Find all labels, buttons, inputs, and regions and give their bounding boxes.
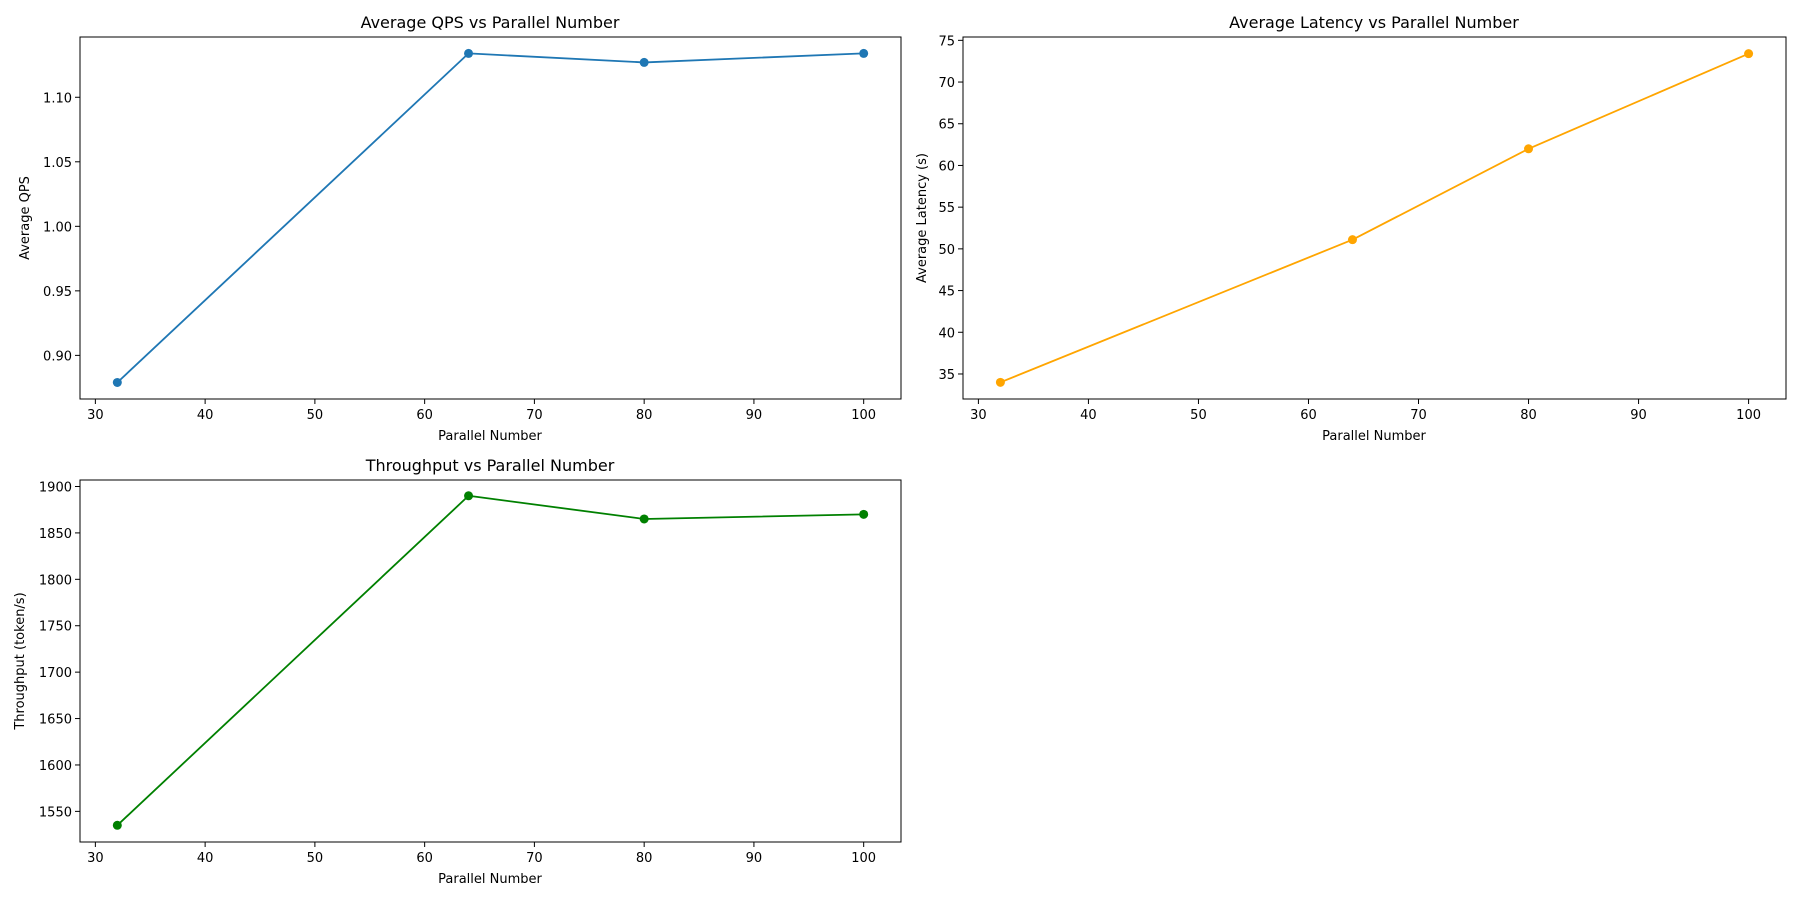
y-tick-label: 1.05 xyxy=(43,156,72,171)
y-tick-label: 1550 xyxy=(39,805,72,820)
chart-title: Average Latency vs Parallel Number xyxy=(1229,13,1519,32)
data-point xyxy=(1744,49,1754,59)
data-point xyxy=(112,820,122,830)
chart-title: Throughput vs Parallel Number xyxy=(365,456,615,475)
data-point xyxy=(112,377,122,387)
x-tick-label: 40 xyxy=(197,851,214,866)
chart-panel-latency: Average Latency vs Parallel Number 30 40 5… xyxy=(915,13,1787,444)
data-point xyxy=(995,377,1005,387)
x-axis-label: Parallel Number xyxy=(438,429,542,444)
x-tick-label: 40 xyxy=(197,408,214,423)
y-tick-label: 0.95 xyxy=(43,285,72,300)
chart-panel-throughput: Throughput vs Parallel Number 30 40 50 60 70… xyxy=(13,456,902,887)
y-tick-label: 35 xyxy=(938,368,955,383)
x-tick-label: 30 xyxy=(87,851,104,866)
y-tick-label: 1.10 xyxy=(43,91,72,106)
x-tick-label: 50 xyxy=(1190,408,1207,423)
y-tick-label: 60 xyxy=(938,159,955,174)
x-tick-label: 30 xyxy=(87,408,104,423)
x-tick-label: 70 xyxy=(1410,408,1427,423)
plot-frame xyxy=(79,36,902,400)
y-tick-label: 1750 xyxy=(39,620,72,635)
x-tick-label: 90 xyxy=(746,851,763,866)
x-tick-label: 80 xyxy=(636,408,653,423)
data-point xyxy=(464,48,474,58)
x-tick-label: 60 xyxy=(416,408,433,423)
data-point xyxy=(859,48,869,58)
y-tick-label: 1850 xyxy=(39,527,72,542)
x-tick-label: 80 xyxy=(636,851,653,866)
x-tick-label: 70 xyxy=(526,851,543,866)
series-line xyxy=(1000,52,1749,384)
x-tick-label: 60 xyxy=(1300,408,1317,423)
x-tick-label: 40 xyxy=(1080,408,1097,423)
x-tick-label: 30 xyxy=(970,408,987,423)
y-tick-label: 1.00 xyxy=(43,220,72,235)
data-point xyxy=(464,491,474,501)
x-tick-label: 100 xyxy=(851,408,876,423)
x-tick-label: 70 xyxy=(526,408,543,423)
x-tick-label: 50 xyxy=(307,408,324,423)
y-tick-label: 50 xyxy=(938,243,955,258)
y-axis-label: Average QPS xyxy=(18,176,33,260)
data-point xyxy=(1347,235,1357,245)
x-axis-label: Parallel Number xyxy=(1322,429,1426,444)
plot-frame xyxy=(79,479,902,843)
data-point xyxy=(859,509,869,519)
y-tick-label: 1700 xyxy=(39,666,72,681)
x-tick-label: 100 xyxy=(851,851,876,866)
y-axis-label: Average Latency (s) xyxy=(915,153,930,283)
x-axis-label: Parallel Number xyxy=(438,872,542,887)
x-tick-label: 100 xyxy=(1736,408,1761,423)
data-point xyxy=(1524,144,1534,154)
y-tick-label: 1800 xyxy=(39,573,72,588)
y-axis-label: Throughput (token/s) xyxy=(13,592,28,730)
x-tick-label: 90 xyxy=(1630,408,1647,423)
series-line xyxy=(116,494,864,826)
y-tick-label: 1600 xyxy=(39,759,72,774)
y-tick-label: 1650 xyxy=(39,713,72,728)
data-point xyxy=(639,514,649,524)
y-tick-label: 1900 xyxy=(39,480,72,495)
y-tick-label: 0.90 xyxy=(43,349,72,364)
x-tick-label: 90 xyxy=(746,408,763,423)
series-line xyxy=(116,52,864,384)
x-tick-label: 60 xyxy=(416,851,433,866)
y-tick-label: 40 xyxy=(938,326,955,341)
plot-frame xyxy=(962,36,1787,400)
x-tick-label: 80 xyxy=(1520,408,1537,423)
y-tick-label: 55 xyxy=(938,201,955,216)
y-tick-label: 75 xyxy=(938,34,955,49)
data-point xyxy=(639,57,649,67)
y-tick-label: 70 xyxy=(938,76,955,91)
chart-title: Average QPS vs Parallel Number xyxy=(361,13,620,32)
y-tick-label: 45 xyxy=(938,285,955,300)
y-tick-label: 65 xyxy=(938,118,955,133)
x-tick-label: 50 xyxy=(307,851,324,866)
chart-panel-qps: Average QPS vs Parallel Number 30 40 50 60 7… xyxy=(18,13,902,444)
